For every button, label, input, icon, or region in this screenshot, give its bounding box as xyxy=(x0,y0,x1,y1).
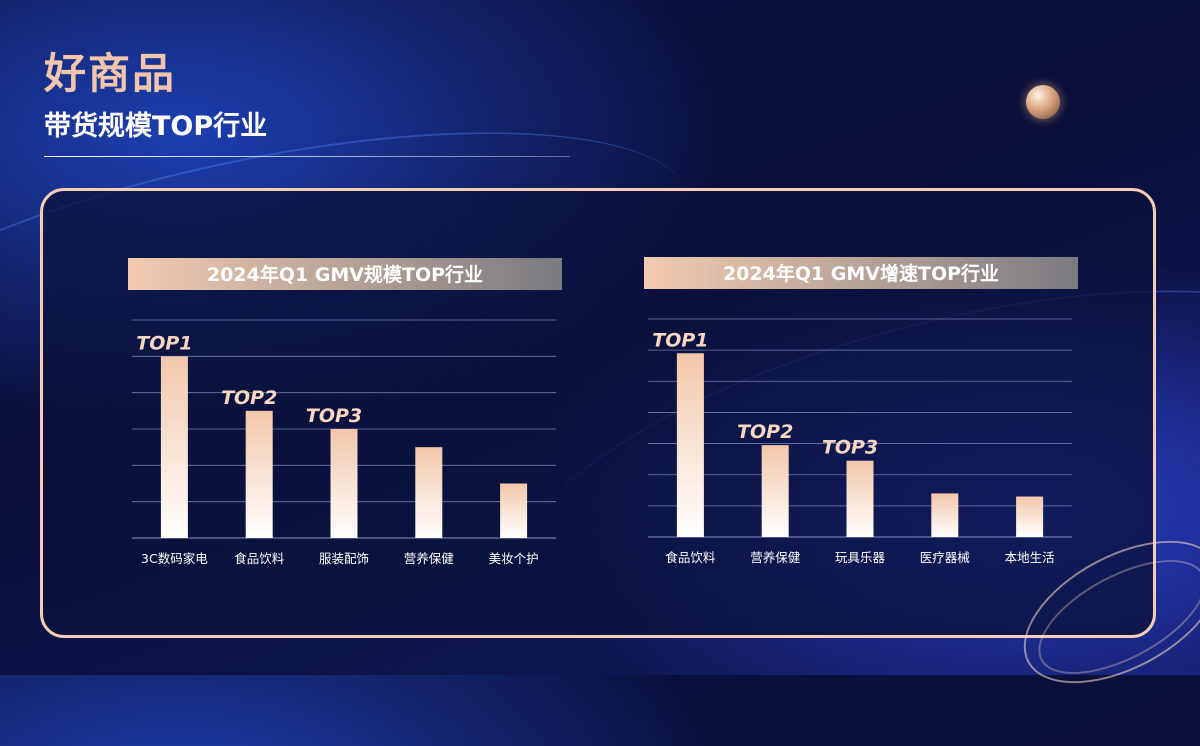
chart-title: 2024年Q1 GMV规模TOP行业 xyxy=(207,263,483,286)
x-tick-label: 3C数码家电 xyxy=(141,551,208,566)
bar xyxy=(415,447,443,538)
rank-label: TOP2 xyxy=(221,387,277,409)
x-tick-label: 服装配饰 xyxy=(319,551,369,566)
rank-label: TOP1 xyxy=(136,332,192,354)
bar xyxy=(1016,496,1044,537)
bar xyxy=(245,410,273,538)
x-tick-label: 玩具乐器 xyxy=(835,550,886,565)
rank-label: TOP2 xyxy=(737,421,793,443)
x-tick-label: 食品饮料 xyxy=(234,551,285,566)
decorative-orb xyxy=(1026,85,1060,119)
chart-gmv-scale: 2024年Q1 GMV规模TOP行业 3C数码家电 TOP1 食品饮料 TOP2 服装配饰… xyxy=(128,258,562,566)
chart-title: 2024年Q1 GMV增速TOP行业 xyxy=(723,262,999,285)
bar xyxy=(761,445,789,537)
page-title: 好商品 xyxy=(44,49,177,98)
bar xyxy=(676,353,704,537)
bar xyxy=(931,493,959,537)
x-tick-label: 医疗器械 xyxy=(920,550,971,565)
page-subtitle: 带货规模TOP行业 xyxy=(44,111,268,142)
x-tick-label: 美妆个护 xyxy=(489,551,539,566)
chart-title-banner xyxy=(128,258,562,290)
x-tick-label: 食品饮料 xyxy=(665,550,716,565)
x-tick-label: 营养保健 xyxy=(404,551,455,566)
bar xyxy=(330,429,358,538)
rank-label: TOP3 xyxy=(822,437,878,459)
title-divider xyxy=(44,156,570,157)
x-tick-label: 营养保健 xyxy=(750,550,801,565)
bar xyxy=(846,460,874,537)
bar xyxy=(160,356,188,538)
bar xyxy=(500,483,528,538)
rank-label: TOP3 xyxy=(306,405,362,427)
x-tick-label: 本地生活 xyxy=(1005,550,1055,565)
rank-label: TOP1 xyxy=(652,329,708,351)
chart-title-banner xyxy=(644,257,1078,289)
